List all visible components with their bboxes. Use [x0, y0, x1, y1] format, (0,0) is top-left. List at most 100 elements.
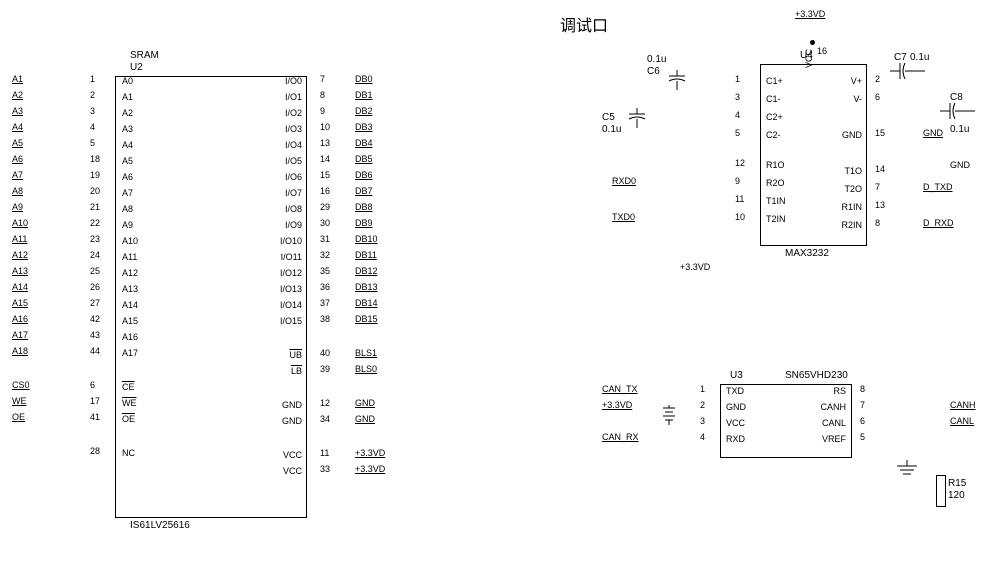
u2-right-num-10: 31 [320, 234, 330, 244]
u4-right-name-6: R2IN [830, 220, 862, 230]
u4-vcc-name: VCC [804, 49, 814, 68]
u3-left-net-3: CAN_RX [602, 432, 639, 442]
u2-right-net-10: DB10 [355, 234, 378, 244]
u2-right-name-5: I/O5 [268, 156, 302, 166]
u2-left-name-21: NC [122, 448, 135, 458]
u2-left-net-14: A15 [12, 298, 28, 308]
u2-left-net-13: A14 [12, 282, 28, 292]
u2-right-num-17: 39 [320, 364, 330, 374]
u4-left-num-7: 10 [735, 212, 745, 222]
u2-left-name-0: A0 [122, 76, 133, 86]
u3-gnd-symbol [895, 460, 919, 478]
u2-right-net-5: DB5 [355, 154, 373, 164]
u2-right-name-21: VCC [268, 466, 302, 476]
u2-desig: U2 [130, 62, 143, 73]
u2-right-name-16: UB [268, 350, 302, 360]
u2-left-net-3: A4 [12, 122, 23, 132]
u2-right-name-7: I/O7 [268, 188, 302, 198]
u2-right-num-0: 7 [320, 74, 325, 84]
u2-right-name-6: I/O6 [268, 172, 302, 182]
u4-left-name-3: C2- [766, 130, 781, 140]
u2-left-net-0: A1 [12, 74, 23, 84]
u2-left-net-9: A10 [12, 218, 28, 228]
u2-left-num-13: 26 [90, 282, 100, 292]
u3-left-name-0: TXD [726, 386, 744, 396]
u2-right-name-20: VCC [268, 450, 302, 460]
u3-left-name-2: VCC [726, 418, 745, 428]
u2-left-net-4: A5 [12, 138, 23, 148]
u4-right-net-4: D_TXD [923, 182, 953, 192]
u2-right-num-2: 9 [320, 106, 325, 116]
u2-left-num-9: 22 [90, 218, 100, 228]
u2-left-net-6: A7 [12, 170, 23, 180]
c5-val: 0.1u [602, 124, 621, 135]
u2-right-net-18: GND [355, 398, 375, 408]
u2-right-num-9: 30 [320, 218, 330, 228]
u4-right-num-5: 13 [875, 200, 885, 210]
c8-val: 0.1u [950, 124, 969, 135]
u2-right-net-7: DB7 [355, 186, 373, 196]
u3-right-name-0: RS [808, 386, 846, 396]
u4-pin16-num: 16 [817, 46, 827, 56]
u2-left-name-11: A11 [122, 252, 137, 262]
u2-right-num-12: 35 [320, 266, 330, 276]
u4-left-name-1: C1- [766, 94, 781, 104]
u2-right-net-15: DB15 [355, 314, 378, 324]
u2-left-num-7: 20 [90, 186, 100, 196]
u2-left-num-6: 19 [90, 170, 100, 180]
u4-left-num-5: 9 [735, 176, 740, 186]
u4-right-name-2: GND [830, 130, 862, 140]
u4-right-name-5: R1IN [830, 202, 862, 212]
u4-left-name-5: R2O [766, 178, 785, 188]
u2-right-name-11: I/O11 [268, 252, 302, 262]
u2-right-name-9: I/O9 [268, 220, 302, 230]
u2-right-name-13: I/O13 [268, 284, 302, 294]
u2-left-name-10: A10 [122, 236, 138, 246]
u4-right-net-6: D_RXD [923, 218, 954, 228]
debug-port-title: 调试口 [560, 12, 608, 36]
u2-left-num-4: 5 [90, 138, 95, 148]
u2-left-num-5: 18 [90, 154, 100, 164]
u2-left-num-12: 25 [90, 266, 100, 276]
u2-right-net-0: DB0 [355, 74, 373, 84]
u2-right-net-4: DB4 [355, 138, 373, 148]
u2-left-net-18: CS0 [12, 380, 30, 390]
u2-left-net-8: A9 [12, 202, 23, 212]
u2-left-num-14: 27 [90, 298, 100, 308]
u4-right-num-2: 15 [875, 128, 885, 138]
r15-val: 120 [948, 490, 965, 501]
u4-part: MAX3232 [785, 248, 829, 259]
u3-right-num-2: 6 [860, 416, 865, 426]
u2-right-net-21: +3.3VD [355, 464, 385, 474]
u2-right-name-4: I/O4 [268, 140, 302, 150]
u2-left-num-3: 4 [90, 122, 95, 132]
u2-right-num-14: 37 [320, 298, 330, 308]
u2-right-num-1: 8 [320, 90, 325, 100]
u4-right-name-0: V+ [830, 76, 862, 86]
u2-right-net-20: +3.3VD [355, 448, 385, 458]
c8-symbol [940, 100, 976, 122]
u2-left-num-21: 28 [90, 446, 100, 456]
u2-left-name-20: OE [122, 414, 135, 424]
u4-left-num-4: 12 [735, 158, 745, 168]
u3-left-net-1: +3.3VD [602, 400, 632, 410]
u3-left-net-0: CAN_TX [602, 384, 638, 394]
u2-left-name-8: A8 [122, 204, 133, 214]
u4-right-name-3: T1O [830, 166, 862, 176]
u2-right-num-6: 15 [320, 170, 330, 180]
u2-left-num-19: 17 [90, 396, 100, 406]
u2-right-num-7: 16 [320, 186, 330, 196]
u2-right-name-1: I/O1 [268, 92, 302, 102]
u3-right-name-3: VREF [808, 434, 846, 444]
u2-right-net-9: DB9 [355, 218, 373, 228]
u2-left-name-6: A6 [122, 172, 133, 182]
u3-part: SN65VHD230 [785, 370, 848, 381]
u3-left-num-3: 4 [700, 432, 705, 442]
u2-left-net-11: A12 [12, 250, 28, 260]
u4-left-name-7: T2IN [766, 214, 786, 224]
u2-left-net-2: A3 [12, 106, 23, 116]
u2-right-net-13: DB13 [355, 282, 378, 292]
u2-right-num-19: 34 [320, 414, 330, 424]
u2-left-name-7: A7 [122, 188, 133, 198]
u2-right-num-11: 32 [320, 250, 330, 260]
